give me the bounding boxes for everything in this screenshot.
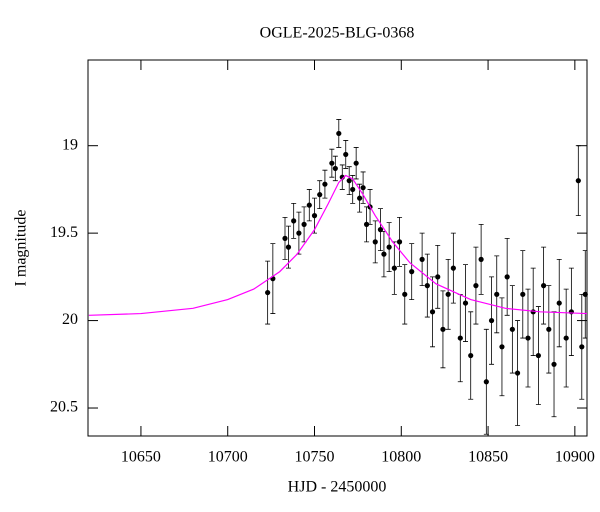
data-point	[551, 361, 557, 367]
chart-title: OGLE-2025-BLG-0368	[260, 25, 415, 42]
data-point	[546, 326, 552, 332]
data-point	[520, 291, 526, 297]
data-point	[346, 178, 352, 184]
data-point	[473, 283, 479, 289]
data-point	[291, 218, 297, 224]
data-point	[535, 352, 542, 359]
data-point	[343, 151, 349, 158]
data-point	[435, 274, 441, 280]
data-point	[282, 235, 288, 241]
data-point	[363, 221, 370, 227]
data-point	[525, 335, 531, 341]
y-tick-label: 20.5	[50, 399, 78, 416]
data-point	[391, 265, 397, 271]
x-tick-label: 10700	[208, 449, 248, 466]
data-point	[488, 317, 495, 324]
data-point	[582, 291, 588, 297]
data-point	[579, 344, 585, 350]
data-point	[381, 251, 387, 257]
data-point	[424, 283, 430, 289]
data-point	[402, 291, 408, 297]
data-point	[301, 221, 307, 227]
data-point	[504, 274, 510, 280]
data-point	[509, 326, 515, 332]
x-tick-label: 10900	[555, 449, 595, 466]
data-point	[317, 192, 323, 198]
model-curve	[88, 174, 587, 316]
data-point	[575, 178, 581, 184]
data-point	[372, 239, 378, 245]
data-point	[353, 160, 359, 166]
x-tick-label: 10750	[295, 449, 335, 466]
data-point	[468, 352, 474, 359]
data-point	[329, 160, 335, 166]
x-tick-label: 10650	[121, 449, 161, 466]
data-point	[556, 300, 562, 306]
data-point	[514, 370, 521, 376]
data-point	[462, 300, 469, 306]
y-tick-label: 19.5	[50, 224, 78, 241]
data-point	[285, 244, 292, 250]
data-point	[541, 283, 547, 289]
data-point	[322, 181, 328, 187]
data-point	[494, 291, 500, 297]
data-point	[296, 230, 302, 236]
data-point	[457, 335, 463, 341]
data-point	[386, 244, 392, 250]
x-tick-label: 10800	[381, 449, 421, 466]
data-point	[450, 265, 456, 271]
data-point	[419, 256, 425, 262]
data-point	[306, 202, 312, 208]
data-point	[429, 309, 436, 315]
data-point	[265, 289, 271, 296]
data-point	[483, 379, 489, 385]
data-point	[332, 165, 338, 172]
data-point	[445, 291, 451, 297]
y-tick-label: 20	[62, 311, 78, 328]
data-point	[357, 195, 363, 201]
x-axis-label: HJD - 2450000	[288, 479, 387, 496]
data-point	[350, 186, 356, 193]
data-point	[339, 174, 345, 180]
y-tick-label: 19	[62, 136, 78, 153]
data-point	[409, 269, 415, 275]
data-point	[336, 130, 342, 137]
plot-frame	[87, 59, 588, 437]
data-point	[440, 326, 446, 332]
data-point	[478, 256, 484, 262]
x-tick-label: 10850	[468, 449, 508, 466]
data-point	[563, 335, 569, 341]
data-point	[499, 344, 505, 350]
data-point	[377, 227, 384, 233]
data-point	[396, 239, 403, 245]
data-point	[311, 213, 318, 219]
y-axis-label: I magnitude	[13, 210, 30, 287]
data-point	[360, 185, 366, 191]
